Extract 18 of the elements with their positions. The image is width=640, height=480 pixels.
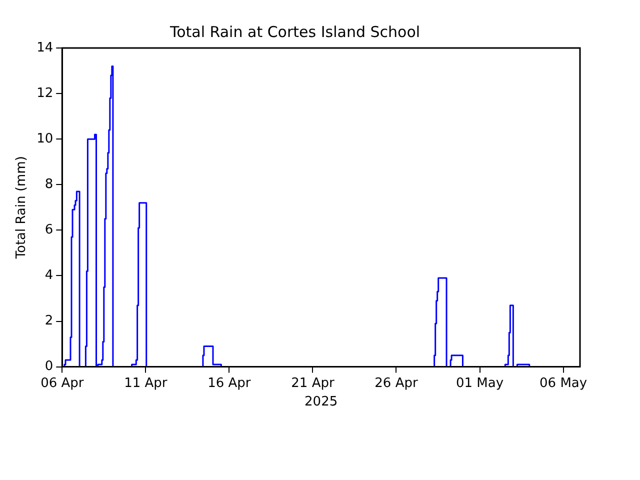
chart-title: Total Rain at Cortes Island School (168, 22, 420, 41)
x-tick-label: 11 Apr (124, 376, 168, 391)
y-tick-label: 14 (36, 40, 54, 56)
y-tick-label: 8 (44, 177, 54, 192)
y-tick-label: 2 (44, 314, 54, 329)
y-tick-label: 12 (36, 86, 54, 101)
y-tick-label: 0 (44, 359, 54, 374)
x-tick-label: 06 Apr (40, 376, 84, 391)
x-tick-label: 21 Apr (291, 376, 335, 391)
x-tick-label: 06 May (540, 376, 588, 391)
x-tick-label: 26 Apr (374, 376, 418, 391)
y-tick-label: 6 (44, 222, 54, 238)
y-axis-title: Total Rain (mm) (14, 156, 30, 260)
x-tick-label: 16 Apr (208, 376, 252, 391)
y-tick-label: 10 (36, 131, 54, 146)
x-axis-title: 2025 (304, 394, 338, 410)
y-tick-label: 4 (44, 268, 54, 284)
x-tick-label: 01 May (456, 376, 504, 391)
